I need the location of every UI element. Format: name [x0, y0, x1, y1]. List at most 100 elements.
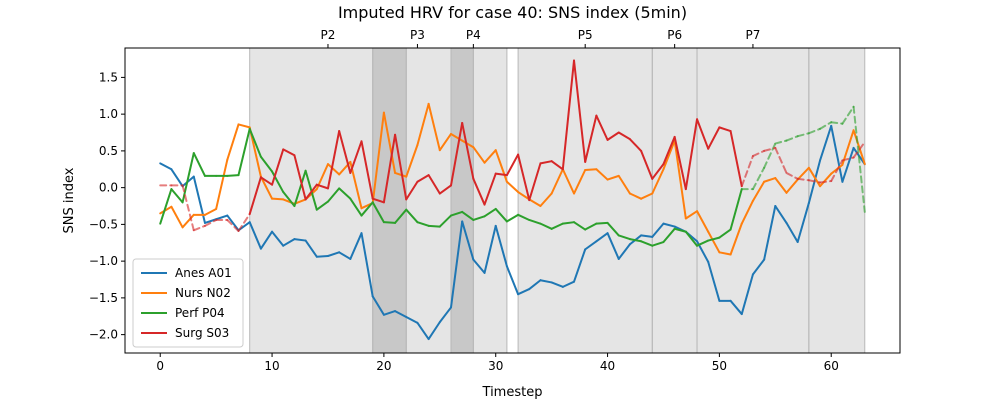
series-2-segment-16 [338, 187, 352, 200]
series-0-segment-24 [427, 321, 441, 341]
series-2-segment-17 [349, 197, 363, 217]
series-1 [159, 102, 866, 256]
series-0-segment-38 [584, 240, 598, 251]
series-2-segment-34 [539, 222, 553, 230]
series-1-segment-2 [181, 213, 195, 229]
series-1-segment-48 [696, 210, 710, 233]
legend-box [132, 258, 244, 348]
series-3-segment-6 [226, 218, 240, 232]
series-2-segment-7 [237, 127, 251, 177]
y-tick-label-6: 1.0 [99, 107, 118, 121]
series-1-segment-4 [203, 207, 218, 216]
series-0-segment-30 [494, 224, 508, 268]
series-3-segment-35 [550, 160, 564, 171]
series-2-segment-30 [494, 207, 508, 223]
series-3-segment-48 [696, 118, 710, 150]
series-3-segment-40 [606, 131, 620, 141]
series-2-segment-45 [662, 227, 676, 244]
series-2-segment-39 [595, 221, 609, 225]
series-0-segment-28 [472, 258, 486, 274]
plot-frame [124, 47, 901, 354]
legend-label-0: Anes A01 [175, 266, 232, 280]
series-3-segment-14 [315, 183, 329, 190]
series-2-segment-33 [528, 218, 542, 225]
series-3-segment-46 [673, 135, 687, 191]
series-3-segment-54 [763, 146, 777, 152]
series-3 [159, 59, 866, 232]
series-2-segment-57 [796, 132, 810, 138]
x-tick-label-3: 30 [488, 359, 503, 373]
series-3-segment-12 [293, 154, 307, 201]
series-3-segment-61 [841, 156, 855, 162]
series-2-segment-37 [573, 221, 587, 231]
chart-title: Imputed HRV for case 40: SNS index (5min… [338, 3, 687, 22]
series-2-segment-26 [449, 210, 464, 217]
series-2-segment-13 [304, 169, 318, 211]
series-3-segment-25 [438, 184, 452, 195]
series-2-segment-15 [326, 187, 341, 203]
series-0-segment-53 [751, 258, 766, 276]
series-1-segment-62 [852, 129, 866, 166]
series-1-segment-19 [371, 111, 385, 205]
series-2-segment-25 [438, 214, 452, 228]
series-3-segment-4 [203, 218, 218, 227]
series-3-segment-24 [427, 174, 441, 195]
series-2-segment-46 [673, 227, 687, 233]
phase-label-3: P5 [578, 28, 593, 42]
series-0-segment-40 [606, 232, 620, 260]
phase-label-1: P3 [410, 28, 425, 42]
series-2-segment-60 [830, 121, 844, 125]
series-0-segment-61 [841, 146, 855, 183]
series-3-segment-11 [282, 148, 296, 157]
series-1-segment-36 [561, 168, 576, 195]
series-1-segment-42 [628, 192, 643, 200]
series-3-segment-28 [472, 177, 486, 206]
series-0 [159, 124, 866, 341]
series-1-segment-37 [573, 169, 587, 195]
series-3-segment-30 [494, 172, 508, 177]
y-tick-label-2: −1.0 [89, 254, 118, 268]
series-0-segment-18 [360, 232, 374, 298]
series-3-segment-19 [371, 197, 385, 204]
series-0-segment-1 [170, 168, 184, 188]
series-0-segment-16 [338, 251, 352, 260]
series-3-segment-42 [628, 138, 643, 152]
series-3-segment-33 [528, 162, 542, 202]
series-1-segment-51 [729, 222, 743, 256]
series-2-segment-21 [394, 208, 408, 224]
series-3-segment-20 [382, 133, 397, 204]
series-0-segment-8 [248, 221, 262, 250]
series-3-segment-7 [237, 213, 251, 232]
series-1-segment-35 [550, 168, 564, 195]
series-3-segment-27 [461, 121, 475, 180]
series-2-segment-19 [371, 201, 385, 224]
series-0-segment-17 [349, 232, 363, 260]
series-0-segment-11 [282, 238, 296, 247]
legend-label-2: Perf P04 [175, 306, 225, 320]
series-3-segment-60 [830, 159, 844, 183]
series-0-segment-32 [517, 288, 531, 296]
series-2-segment-32 [517, 213, 531, 221]
series-0-segment-45 [662, 222, 676, 228]
series-1-segment-49 [707, 230, 721, 254]
series-3-segment-21 [394, 133, 408, 201]
series-3-segment-49 [707, 126, 721, 150]
series-lines [159, 59, 866, 341]
series-2-segment-49 [707, 236, 721, 242]
series-2-segment-10 [271, 170, 285, 194]
series-2-segment-9 [259, 155, 274, 173]
series-2-segment-38 [584, 222, 598, 231]
series-1-segment-25 [438, 132, 452, 152]
series-1-segment-44 [651, 168, 665, 195]
series-3-segment-38 [584, 114, 598, 163]
series-3-segment-55 [774, 146, 788, 174]
series-3-segment-16 [338, 130, 352, 174]
phase-label-4: P6 [667, 28, 682, 42]
series-0-segment-27 [461, 220, 475, 261]
series-3-segment-34 [539, 160, 553, 165]
series-0-segment-36 [561, 280, 576, 288]
phase-axis: P2 P3 P4 P5 P6 P7 [321, 28, 760, 48]
series-3-segment-45 [662, 135, 676, 166]
series-0-segment-35 [550, 281, 564, 288]
series-1-segment-45 [662, 139, 676, 171]
